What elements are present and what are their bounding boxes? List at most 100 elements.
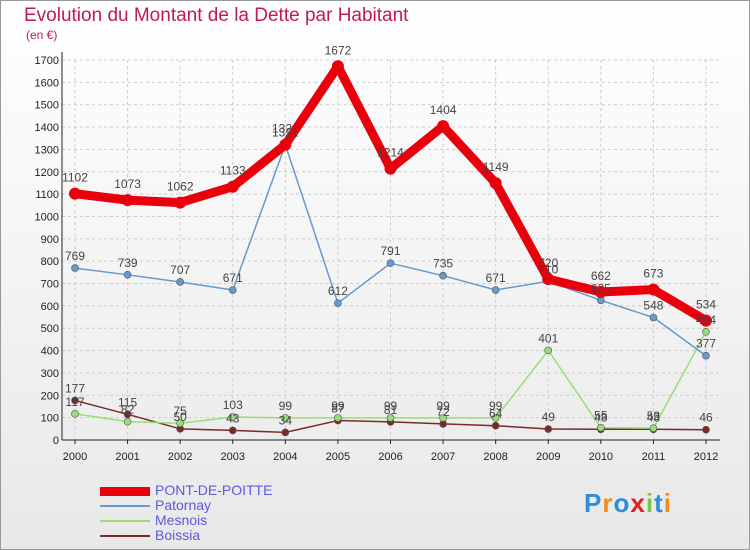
data-label: 1321 — [272, 122, 299, 136]
series-group — [69, 60, 712, 437]
data-label: 49 — [542, 410, 556, 424]
data-labels: 1102 1073 1062 1133 1321 1672 1214 1404 1149 720 6… — [62, 43, 716, 427]
data-label: 82 — [121, 403, 135, 417]
data-label: 99 — [436, 399, 450, 413]
data-label: 99 — [279, 399, 293, 413]
data-point — [279, 138, 292, 151]
legend-label: PONT-DE-POITTE — [155, 482, 273, 498]
y-tick-label: 600 — [41, 301, 59, 313]
y-tick-label: 1700 — [35, 55, 59, 67]
y-tick-label: 1100 — [35, 189, 59, 201]
data-label: 34 — [279, 413, 293, 427]
x-tick-label: 2007 — [431, 451, 455, 463]
y-tick-label: 1000 — [35, 211, 59, 223]
data-point — [702, 328, 710, 336]
data-label: 43 — [226, 411, 240, 425]
data-point — [334, 299, 342, 308]
data-label: 72 — [436, 405, 450, 419]
data-label: 671 — [223, 271, 243, 285]
data-label: 1133 — [220, 164, 246, 178]
data-point — [489, 177, 502, 190]
data-point — [700, 314, 712, 327]
data-point — [386, 259, 395, 267]
data-label: 791 — [380, 244, 400, 258]
x-tick-label: 2010 — [589, 451, 613, 463]
data-label: 1404 — [430, 103, 457, 117]
data-point — [123, 410, 132, 419]
data-label: 87 — [331, 402, 345, 416]
data-point — [491, 286, 500, 294]
data-point — [649, 424, 658, 432]
data-label: 99 — [489, 399, 503, 413]
data-point — [123, 417, 132, 426]
data-label: 55 — [594, 409, 608, 423]
x-tick-label: 2005 — [326, 451, 350, 463]
x-tick-label: 2004 — [273, 451, 297, 463]
data-point — [281, 414, 290, 422]
data-label: 48 — [594, 410, 608, 424]
data-label: 1672 — [325, 43, 352, 57]
legend-swatch — [100, 505, 150, 507]
data-label: 117 — [65, 395, 84, 409]
data-label: 1073 — [114, 177, 141, 191]
data-point — [176, 419, 184, 428]
data-label: 115 — [118, 395, 137, 409]
data-point — [174, 196, 187, 209]
data-point — [702, 351, 710, 360]
legend-swatch — [100, 535, 150, 537]
y-tick-label: 0 — [53, 435, 59, 447]
data-label: 612 — [328, 284, 348, 298]
x-tick-label: 2009 — [536, 451, 560, 463]
data-label: 739 — [118, 256, 138, 270]
data-point — [437, 120, 450, 133]
y-tick-label: 1300 — [35, 144, 59, 156]
y-tick-label: 700 — [41, 279, 59, 291]
data-label: 103 — [223, 398, 243, 412]
data-point — [702, 425, 710, 434]
data-label: 662 — [591, 269, 611, 283]
data-point — [71, 264, 79, 272]
legend-label: Boissia — [155, 527, 201, 543]
data-label: 1062 — [167, 180, 194, 194]
data-label: 46 — [699, 411, 713, 425]
data-point — [597, 423, 605, 432]
y-tick-label: 100 — [41, 413, 59, 425]
y-tick-label: 800 — [41, 256, 59, 268]
data-point — [71, 396, 79, 405]
data-point — [331, 60, 344, 73]
data-label: 401 — [538, 331, 558, 345]
data-label: 671 — [486, 271, 506, 285]
data-point — [647, 283, 660, 296]
x-tick-label: 2001 — [115, 451, 139, 463]
data-label: 75 — [173, 404, 187, 418]
proxiti-logo: Proxiti — [584, 488, 672, 518]
data-point — [121, 194, 134, 207]
data-point — [228, 426, 237, 435]
x-tick-label: 2000 — [63, 451, 87, 463]
data-point — [69, 187, 81, 200]
data-label: 81 — [384, 403, 398, 417]
data-point — [491, 421, 500, 430]
data-point — [386, 414, 395, 422]
data-point — [491, 414, 500, 422]
data-point — [228, 286, 237, 294]
legend-swatch — [100, 520, 150, 522]
chart-subtitle: (en €) — [26, 28, 58, 42]
y-tick-label: 1200 — [35, 167, 59, 179]
y-tick-label: 1600 — [35, 77, 59, 89]
data-label: 710 — [538, 262, 558, 276]
grid — [62, 59, 720, 441]
data-point — [71, 410, 79, 418]
data-label: 484 — [696, 313, 716, 327]
data-label: 1214 — [377, 146, 404, 160]
data-label: 720 — [538, 256, 558, 270]
line-chart: 0 100 200 300 400 500 600 700 800 900 1000 1100 1200… — [35, 43, 720, 463]
data-point — [542, 273, 555, 286]
data-point — [334, 414, 342, 422]
data-label: 1149 — [483, 160, 509, 174]
data-point — [228, 413, 237, 421]
data-label: 1321 — [272, 126, 299, 140]
x-tick-label: 2002 — [168, 451, 192, 463]
x-tick-label: 2003 — [221, 451, 245, 463]
y-tick-label: 300 — [41, 368, 59, 380]
